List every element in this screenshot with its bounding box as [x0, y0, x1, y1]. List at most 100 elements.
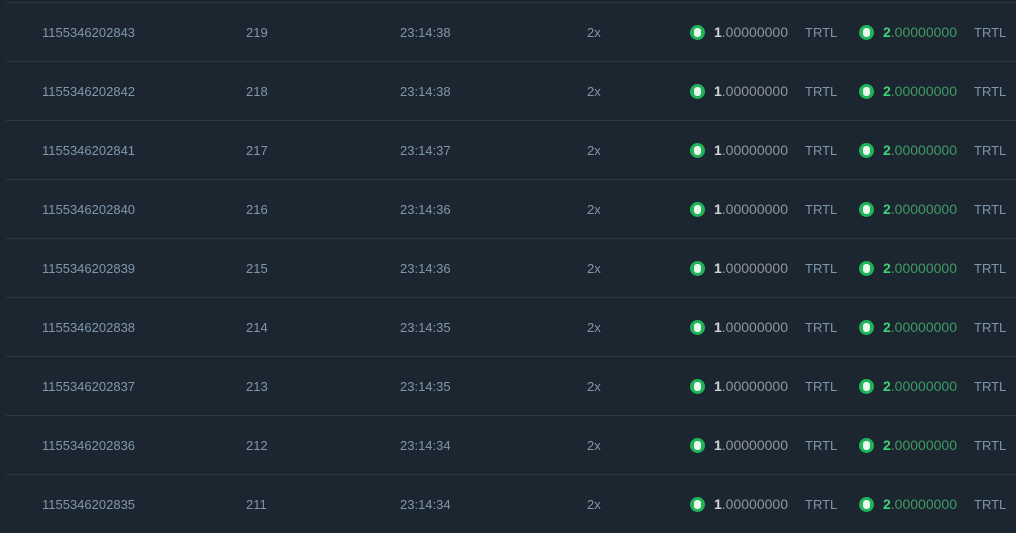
bet-id[interactable]: 1155346202842	[42, 84, 136, 99]
bet-currency: TRTL	[805, 261, 838, 276]
bet-amount-dec: .00000000	[721, 142, 788, 158]
table-row[interactable]: 1155346202838 214 23:14:35 2x 1.00000000…	[6, 297, 1016, 356]
payout-amount-dec: .00000000	[890, 201, 957, 217]
round-number: 213	[246, 379, 268, 394]
multiplier: 2x	[587, 25, 601, 40]
payout-amount: 2.00000000	[883, 496, 957, 512]
trtl-coin-icon	[859, 320, 874, 335]
table-row[interactable]: 1155346202843 219 23:14:38 2x 1.00000000…	[6, 2, 1016, 61]
trtl-coin-icon	[859, 143, 874, 158]
bet-amount-int: 1	[714, 24, 722, 40]
payout-amount: 2.00000000	[883, 319, 957, 335]
multiplier: 2x	[587, 84, 601, 99]
bet-currency: TRTL	[805, 143, 838, 158]
bet-amount-int: 1	[714, 260, 722, 276]
multiplier: 2x	[587, 202, 601, 217]
bet-time: 23:14:38	[400, 25, 451, 40]
payout-currency: TRTL	[974, 261, 1007, 276]
bet-amount-int: 1	[714, 378, 722, 394]
bet-amount: 1.00000000	[714, 496, 788, 512]
payout-currency: TRTL	[974, 438, 1007, 453]
bet-amount: 1.00000000	[714, 83, 788, 99]
bet-id[interactable]: 1155346202838	[42, 320, 136, 335]
payout-currency: TRTL	[974, 143, 1007, 158]
trtl-coin-icon	[690, 261, 705, 276]
payout-amount: 2.00000000	[883, 437, 957, 453]
table-row[interactable]: 1155346202840 216 23:14:36 2x 1.00000000…	[6, 179, 1016, 238]
bet-currency: TRTL	[805, 497, 838, 512]
trtl-coin-icon	[690, 497, 705, 512]
table-row[interactable]: 1155346202841 217 23:14:37 2x 1.00000000…	[6, 120, 1016, 179]
trtl-coin-icon	[690, 438, 705, 453]
round-number: 217	[246, 143, 268, 158]
trtl-coin-icon	[859, 438, 874, 453]
bet-time: 23:14:36	[400, 202, 451, 217]
trtl-coin-icon	[859, 261, 874, 276]
bet-id[interactable]: 1155346202837	[42, 379, 136, 394]
payout-amount-int: 2	[883, 24, 891, 40]
bet-id[interactable]: 1155346202839	[42, 261, 136, 276]
trtl-coin-icon	[690, 379, 705, 394]
payout-amount-dec: .00000000	[890, 260, 957, 276]
round-number: 214	[246, 320, 268, 335]
table-row[interactable]: 1155346202835 211 23:14:34 2x 1.00000000…	[6, 474, 1016, 533]
bet-id[interactable]: 1155346202843	[42, 25, 136, 40]
bet-amount-dec: .00000000	[721, 319, 788, 335]
payout-amount-int: 2	[883, 142, 891, 158]
bet-amount-dec: .00000000	[721, 83, 788, 99]
bet-id[interactable]: 1155346202836	[42, 438, 136, 453]
bet-currency: TRTL	[805, 25, 838, 40]
payout-amount-int: 2	[883, 83, 891, 99]
payout-amount-int: 2	[883, 201, 891, 217]
table-row[interactable]: 1155346202836 212 23:14:34 2x 1.00000000…	[6, 415, 1016, 474]
payout-amount-dec: .00000000	[890, 319, 957, 335]
table-row[interactable]: 1155346202837 213 23:14:35 2x 1.00000000…	[6, 356, 1016, 415]
bet-amount-int: 1	[714, 83, 722, 99]
bet-currency: TRTL	[805, 84, 838, 99]
table-row[interactable]: 1155346202839 215 23:14:36 2x 1.00000000…	[6, 238, 1016, 297]
payout-currency: TRTL	[974, 497, 1007, 512]
trtl-coin-icon	[690, 84, 705, 99]
bet-amount: 1.00000000	[714, 201, 788, 217]
bet-time: 23:14:38	[400, 84, 451, 99]
bet-amount-dec: .00000000	[721, 378, 788, 394]
payout-amount-int: 2	[883, 378, 891, 394]
payout-amount-dec: .00000000	[890, 142, 957, 158]
payout-amount: 2.00000000	[883, 260, 957, 276]
payout-amount-dec: .00000000	[890, 437, 957, 453]
bet-id[interactable]: 1155346202835	[42, 497, 136, 512]
bet-time: 23:14:34	[400, 438, 451, 453]
bet-time: 23:14:35	[400, 379, 451, 394]
trtl-coin-icon	[690, 25, 705, 40]
trtl-coin-icon	[859, 497, 874, 512]
bet-amount-dec: .00000000	[721, 437, 788, 453]
bet-amount-int: 1	[714, 142, 722, 158]
bet-amount: 1.00000000	[714, 24, 788, 40]
payout-currency: TRTL	[974, 320, 1007, 335]
multiplier: 2x	[587, 143, 601, 158]
bet-amount-dec: .00000000	[721, 201, 788, 217]
multiplier: 2x	[587, 320, 601, 335]
bet-amount: 1.00000000	[714, 260, 788, 276]
trtl-coin-icon	[859, 25, 874, 40]
trtl-coin-icon	[690, 320, 705, 335]
multiplier: 2x	[587, 379, 601, 394]
payout-amount: 2.00000000	[883, 142, 957, 158]
trtl-coin-icon	[859, 202, 874, 217]
round-number: 215	[246, 261, 268, 276]
bet-id[interactable]: 1155346202841	[42, 143, 136, 158]
bet-amount-dec: .00000000	[721, 496, 788, 512]
bet-amount-int: 1	[714, 496, 722, 512]
round-number: 212	[246, 438, 268, 453]
round-number: 219	[246, 25, 268, 40]
bet-amount: 1.00000000	[714, 378, 788, 394]
bet-id[interactable]: 1155346202840	[42, 202, 136, 217]
bet-time: 23:14:35	[400, 320, 451, 335]
payout-amount-int: 2	[883, 260, 891, 276]
trtl-coin-icon	[690, 202, 705, 217]
multiplier: 2x	[587, 261, 601, 276]
table-row[interactable]: 1155346202842 218 23:14:38 2x 1.00000000…	[6, 61, 1016, 120]
round-number: 216	[246, 202, 268, 217]
payout-amount-int: 2	[883, 319, 891, 335]
trtl-coin-icon	[859, 84, 874, 99]
